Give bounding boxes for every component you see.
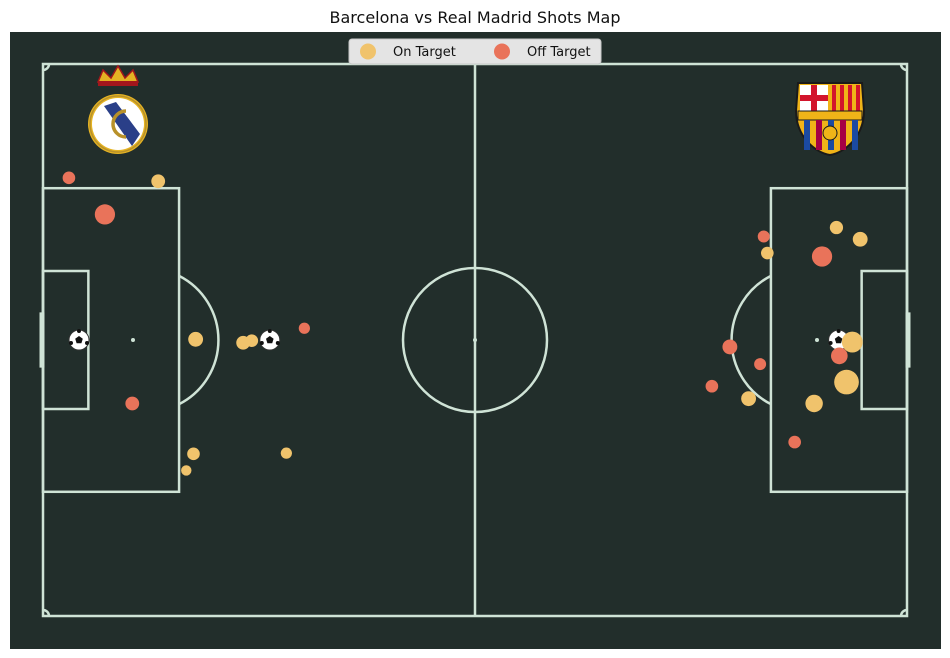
shot-on-target (187, 447, 200, 461)
football-panel-left (69, 341, 73, 345)
football-panel-left (828, 341, 833, 345)
shot-off-target (298, 322, 310, 334)
shot-on-target (741, 391, 757, 407)
crown-band (98, 81, 138, 86)
football-panel (834, 336, 843, 344)
shot-on-target (829, 220, 844, 235)
crest-band (797, 110, 863, 121)
football-panel (266, 336, 274, 344)
shot-on-target (280, 447, 292, 459)
real-madrid-crest-icon (88, 64, 148, 154)
cross-horizontal (800, 95, 828, 101)
legend: On Target Off Target (348, 38, 602, 65)
legend-swatch-on-target (360, 43, 376, 60)
shot-off-target (94, 204, 116, 225)
legend-swatch-off-target (494, 43, 510, 60)
senyera-stripe-4 (856, 85, 860, 111)
shot-off-target (705, 379, 719, 393)
legend-label-off-target: Off Target (527, 45, 591, 60)
football-panel-right (85, 341, 89, 345)
football-icon (259, 329, 281, 351)
corner-arc-top-right (899, 63, 908, 72)
senyera-stripe-2 (840, 85, 844, 111)
football-panel (75, 336, 83, 344)
crest-sash (104, 102, 140, 146)
shot-on-target (245, 334, 259, 347)
football-panel-top (77, 329, 81, 333)
shot-off-target (811, 246, 833, 267)
football-icon (68, 329, 90, 351)
shot-off-target (831, 347, 848, 365)
club-stripe-1 (804, 120, 810, 150)
club-stripe-2 (816, 120, 822, 150)
shot-off-target (62, 171, 76, 185)
football-panel-top (836, 329, 841, 333)
barcelona-crest-icon (794, 82, 866, 157)
corner-arc-top-left (42, 63, 51, 72)
shot-markers (62, 171, 868, 476)
corner-arc-bottom-left (42, 608, 51, 617)
shot-on-target (188, 331, 204, 347)
shot-on-target (151, 174, 166, 189)
shot-off-target (125, 396, 140, 411)
penalty-arc-left (178, 274, 220, 406)
senyera-stripe-3 (848, 85, 852, 111)
shot-off-target (757, 230, 770, 243)
club-stripe-5 (852, 120, 858, 150)
team-logos (88, 64, 866, 157)
goal-markers (68, 329, 850, 351)
crown-icon (96, 64, 140, 83)
senyera-stripe-1 (832, 85, 836, 111)
centre-spot (473, 338, 477, 342)
corner-arc-bottom-right (899, 608, 908, 617)
crest-ball (822, 125, 838, 141)
crest-letters (111, 109, 127, 139)
football-panel-left (259, 341, 264, 345)
shot-on-target (805, 394, 823, 413)
shot-off-target (788, 435, 801, 449)
shot-off-target (722, 339, 738, 355)
shot-on-target (181, 465, 192, 476)
legend-label-on-target: On Target (393, 45, 456, 60)
centre-circle (401, 266, 549, 414)
chart-title: Barcelona vs Real Madrid Shots Map (329, 8, 621, 27)
football-panel-right (275, 341, 280, 345)
club-stripe-4 (840, 120, 846, 150)
shot-on-target (841, 331, 863, 353)
shot-off-target (754, 358, 767, 371)
penalty-spot-right (815, 338, 819, 342)
football-panel-top (267, 329, 272, 333)
shot-on-target (834, 369, 859, 395)
shot-on-target (852, 231, 868, 247)
penalty-spot-left (131, 338, 135, 342)
legend-box (348, 38, 602, 65)
shot-on-target (761, 246, 774, 260)
crest-outline (89, 95, 147, 153)
